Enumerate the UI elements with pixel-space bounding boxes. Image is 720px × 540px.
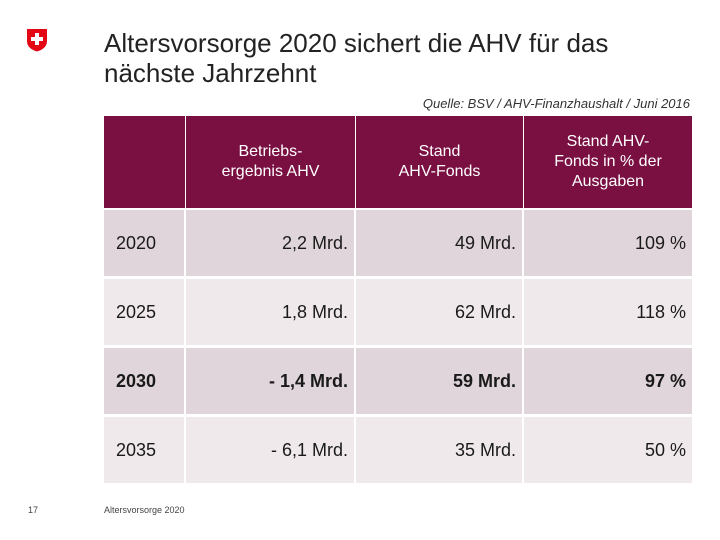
year-cell: 2030 xyxy=(104,348,186,417)
stand-fonds-cell: 35 Mrd. xyxy=(356,417,524,486)
betriebsergebnis-cell: - 6,1 Mrd. xyxy=(186,417,356,486)
fonds-prozent-cell: 109 % xyxy=(524,210,692,279)
table-header-row: Betriebs-ergebnis AHV Stand AHV-Fonds Sta… xyxy=(104,116,692,210)
page-number: 17 xyxy=(28,505,39,515)
betriebsergebnis-cell: 2,2 Mrd. xyxy=(186,210,356,279)
fonds-prozent-cell: 97 % xyxy=(524,348,692,417)
betriebsergebnis-cell: 1,8 Mrd. xyxy=(186,279,356,348)
ahv-table: Betriebs-ergebnis AHV Stand AHV-Fonds Sta… xyxy=(104,116,692,486)
table-row: 2030 - 1,4 Mrd. 59 Mrd. 97 % xyxy=(104,348,692,417)
fonds-prozent-cell: 118 % xyxy=(524,279,692,348)
header-betriebsergebnis: Betriebs-ergebnis AHV xyxy=(186,116,356,210)
table-row: 2020 2,2 Mrd. 49 Mrd. 109 % xyxy=(104,210,692,279)
header-label: Stand AHV-Fonds xyxy=(398,143,481,180)
footer-label: Altersvorsorge 2020 xyxy=(104,505,185,515)
year-cell: 2020 xyxy=(104,210,186,279)
page-title: Altersvorsorge 2020 sichert die AHV für … xyxy=(104,28,609,88)
source-note: Quelle: BSV / AHV-Finanzhaushalt / Juni … xyxy=(422,96,690,111)
header-stand-fonds-prozent: Stand AHV- Fonds in % der Ausgaben xyxy=(524,116,692,210)
year-cell: 2025 xyxy=(104,279,186,348)
stand-fonds-cell: 62 Mrd. xyxy=(356,279,524,348)
table-row: 2035 - 6,1 Mrd. 35 Mrd. 50 % xyxy=(104,417,692,486)
stand-fonds-cell: 59 Mrd. xyxy=(356,348,524,417)
fonds-prozent-cell: 50 % xyxy=(524,417,692,486)
table-row: 2025 1,8 Mrd. 62 Mrd. 118 % xyxy=(104,279,692,348)
year-cell: 2035 xyxy=(104,417,186,486)
header-label: Stand AHV- Fonds in % der Ausgaben xyxy=(554,133,662,190)
swiss-cross-icon xyxy=(27,29,47,52)
betriebsergebnis-cell: - 1,4 Mrd. xyxy=(186,348,356,417)
header-label: Betriebs-ergebnis AHV xyxy=(221,143,320,180)
header-stand-fonds: Stand AHV-Fonds xyxy=(356,116,524,210)
header-cell-empty xyxy=(104,116,186,210)
stand-fonds-cell: 49 Mrd. xyxy=(356,210,524,279)
